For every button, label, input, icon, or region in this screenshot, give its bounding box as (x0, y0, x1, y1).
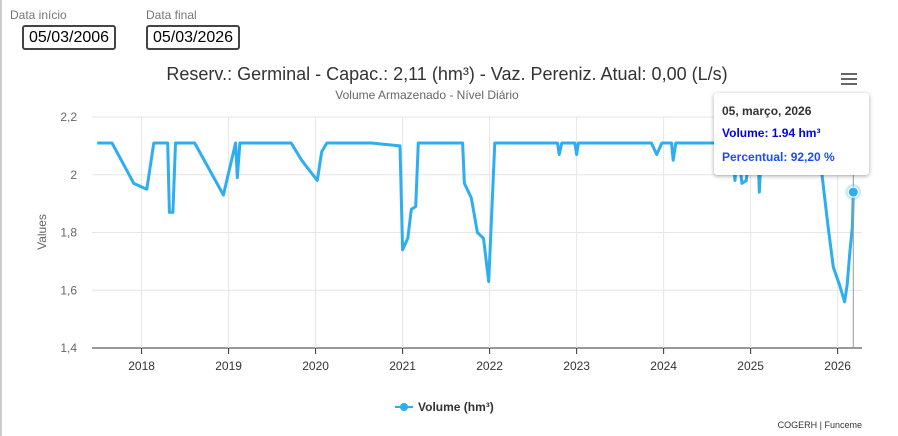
legend-marker (400, 403, 408, 411)
x-tick-label: 2023 (563, 359, 590, 373)
tooltip-volume: Volume: 1.94 hm³ (722, 126, 821, 140)
tooltip: 05, março, 2026 Volume: 1.94 hm³ Percent… (714, 93, 869, 175)
x-tick-label: 2025 (737, 359, 764, 373)
x-tick-label: 2018 (128, 359, 155, 373)
tooltip-date: 05, março, 2026 (722, 104, 812, 118)
start-date-input[interactable]: 05/03/2006 (22, 25, 117, 50)
y-tick-label: 1,6 (60, 283, 77, 297)
end-date-input[interactable]: 05/03/2026 (146, 25, 241, 50)
chart-menu-button[interactable] (841, 73, 857, 87)
start-date-label: Data início (10, 8, 67, 22)
x-tick-label: 2026 (824, 359, 851, 373)
y-tick-label: 2 (70, 168, 77, 182)
end-date-label: Data final (146, 8, 197, 22)
y-axis-title: Values (35, 214, 49, 250)
x-tick-label: 2019 (215, 359, 242, 373)
y-tick-label: 2,2 (60, 110, 77, 124)
y-tick-label: 1,4 (60, 341, 77, 355)
x-tick-label: 2020 (302, 359, 329, 373)
chart-subtitle: Volume Armazenado - Nível Diário (335, 88, 519, 102)
chart-title: Reserv.: Germinal - Capac.: 2,11 (hm³) -… (166, 64, 727, 84)
tooltip-percent: Percentual: 92,20 % (722, 150, 835, 164)
x-tick-label: 2022 (476, 359, 503, 373)
x-tick-label: 2024 (650, 359, 677, 373)
legend-item-volume[interactable]: Volume (hm³) (395, 400, 494, 414)
y-tick-label: 1,8 (60, 226, 77, 240)
x-tick-label: 2021 (389, 359, 416, 373)
legend-label: Volume (hm³) (418, 400, 494, 414)
credits-link[interactable]: COGERH | Funceme (777, 420, 862, 430)
highlight-point (847, 186, 859, 198)
